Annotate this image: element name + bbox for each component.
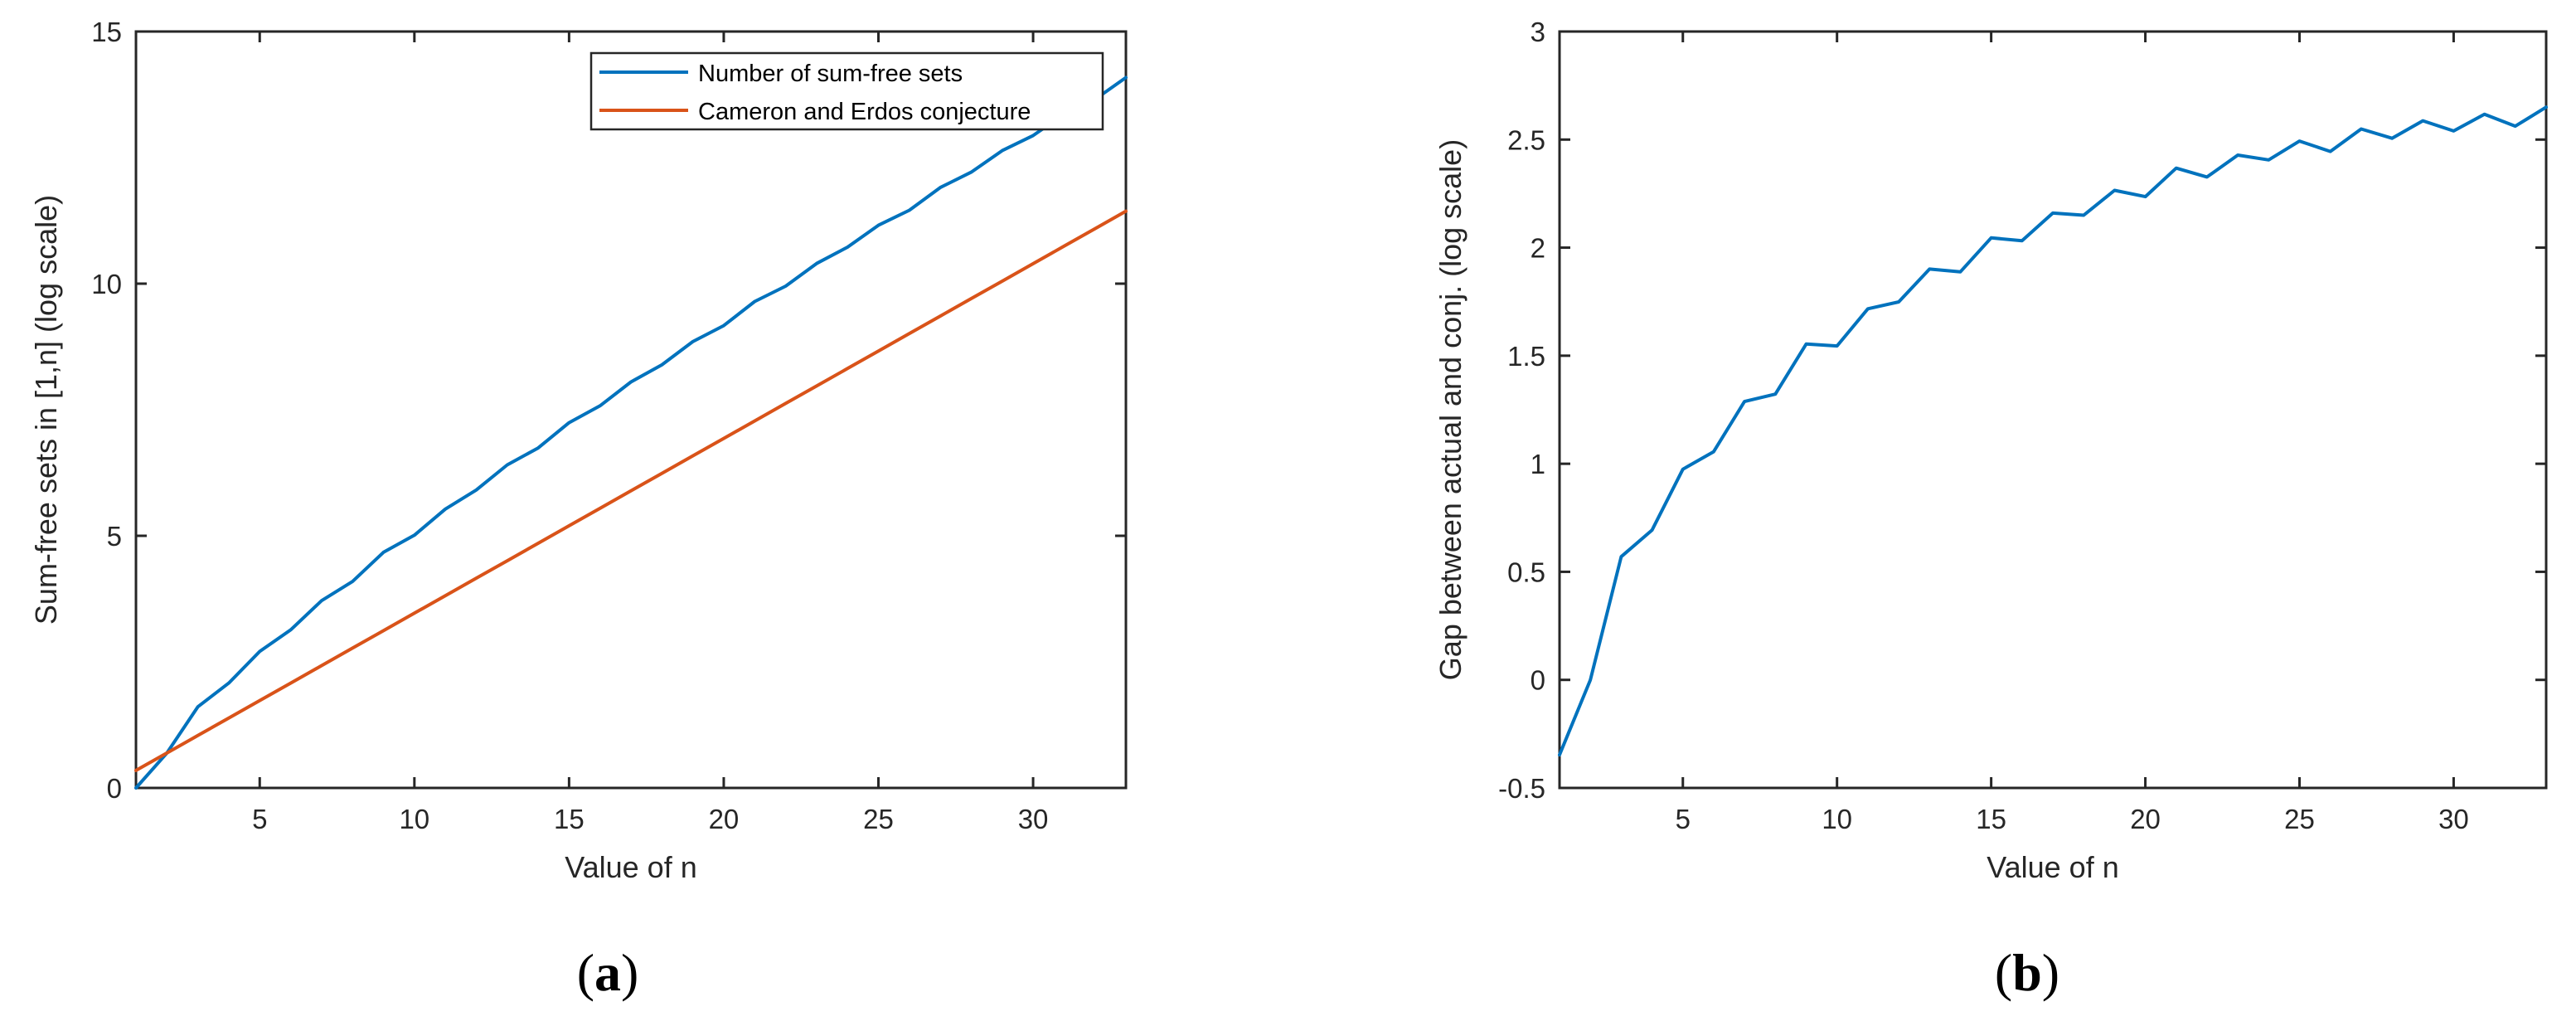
- x-tick-label: 5: [252, 804, 267, 834]
- caption-b: (b): [1861, 936, 2193, 1010]
- plot-b-gap: 5 10 15 20 25 30 -0.5 0 0.5 1 1.5 2 2.5 3 Value of n Ga…: [1434, 17, 2548, 884]
- x-tick-label: 10: [1822, 804, 1852, 834]
- x-axis-label: Value of n: [565, 850, 696, 884]
- x-tick-label: 20: [2130, 804, 2161, 834]
- y-tick-label: 10: [91, 269, 122, 299]
- axes-box: [1558, 30, 2548, 790]
- y-tick-label: 0: [1531, 665, 1545, 696]
- caption-b-open-paren: (: [1994, 943, 2013, 1002]
- caption-b-close-paren: ): [2041, 943, 2060, 1002]
- legend-box: [589, 51, 1104, 131]
- legend-label-number-of-sum-free-sets: Number of sum-free sets: [698, 61, 963, 87]
- x-tick-label: 15: [1976, 804, 2006, 834]
- y-tick-label: 2: [1531, 233, 1545, 264]
- x-tick-label: 10: [399, 804, 429, 834]
- axes-box: [134, 30, 1128, 790]
- caption-a-open-paren: (: [576, 943, 594, 1002]
- y-tick-label: 1: [1531, 449, 1545, 479]
- caption-a-letter: a: [594, 943, 621, 1002]
- legend-label-cameron-and-erdos-conjecture: Cameron and Erdos conjecture: [698, 99, 1031, 125]
- x-tick-label: 15: [554, 804, 585, 834]
- series-line-gap-between-actual-and-conjecture: [1558, 105, 2548, 757]
- caption-b-letter: b: [2012, 943, 2042, 1002]
- x-tick-label: 20: [709, 804, 740, 834]
- y-tick-label: -0.5: [1498, 773, 1545, 804]
- x-tick-label: 30: [1018, 804, 1049, 834]
- x-tick-label: 5: [1676, 804, 1691, 834]
- caption-a-close-paren: ): [621, 943, 639, 1002]
- y-tick-label: 2.5: [1507, 124, 1545, 155]
- caption-a: (a): [442, 936, 774, 1010]
- y-axis-label: Sum-free sets in [1,n] (log scale): [29, 195, 63, 625]
- y-tick-label: 5: [107, 521, 122, 552]
- x-tick-label: 25: [863, 804, 894, 834]
- series-line-cameron-and-erdos-conjecture: [134, 209, 1128, 772]
- y-tick-label: 15: [91, 17, 122, 47]
- y-tick-label: 1.5: [1507, 341, 1545, 372]
- y-tick-label: 0: [107, 773, 122, 804]
- x-axis-label: Value of n: [1987, 850, 2118, 884]
- y-tick-label: 3: [1531, 17, 1545, 47]
- x-tick-label: 30: [2438, 804, 2469, 834]
- series-line-number-of-sum-free-sets: [134, 75, 1128, 790]
- plot-a-sum-free-sets: 5 10 15 20 25 30 0 5 10 15 Value of n Sum-free sets…: [29, 17, 1128, 884]
- x-tick-label: 25: [2284, 804, 2315, 834]
- y-tick-label: 0.5: [1507, 557, 1545, 587]
- y-axis-label: Gap between actual and conj. (log scale): [1434, 139, 1467, 680]
